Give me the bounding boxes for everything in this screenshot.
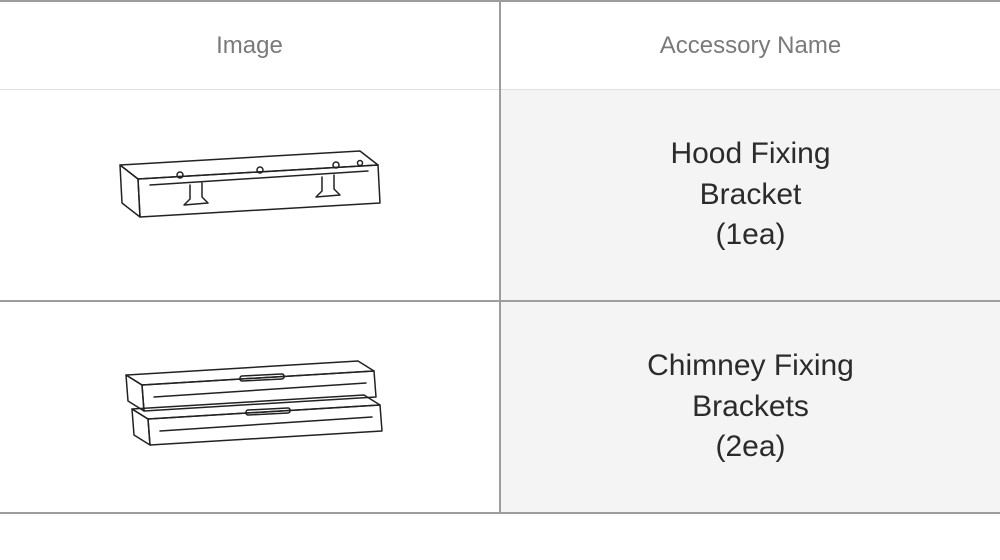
header-image: Image (0, 1, 500, 90)
cell-name: Chimney Fixing Brackets (2ea) (500, 301, 1000, 513)
table-header-row: Image Accessory Name (0, 1, 1000, 90)
accessory-table: Image Accessory Name (0, 0, 1000, 514)
name-line2: Brackets (692, 390, 809, 423)
cell-image (0, 301, 500, 513)
table-row: Hood Fixing Bracket (1ea) (0, 90, 1000, 302)
hood-bracket-icon (90, 135, 390, 255)
name-qty: (1ea) (715, 218, 785, 251)
name-line1: Hood Fixing (670, 137, 830, 170)
header-name: Accessory Name (500, 1, 1000, 90)
name-line2: Bracket (700, 178, 802, 211)
table-row: Chimney Fixing Brackets (2ea) (0, 301, 1000, 513)
chimney-bracket-icon (90, 347, 390, 467)
name-line1: Chimney Fixing (647, 349, 854, 382)
name-qty: (2ea) (715, 430, 785, 463)
cell-image (0, 90, 500, 302)
cell-name: Hood Fixing Bracket (1ea) (500, 90, 1000, 302)
